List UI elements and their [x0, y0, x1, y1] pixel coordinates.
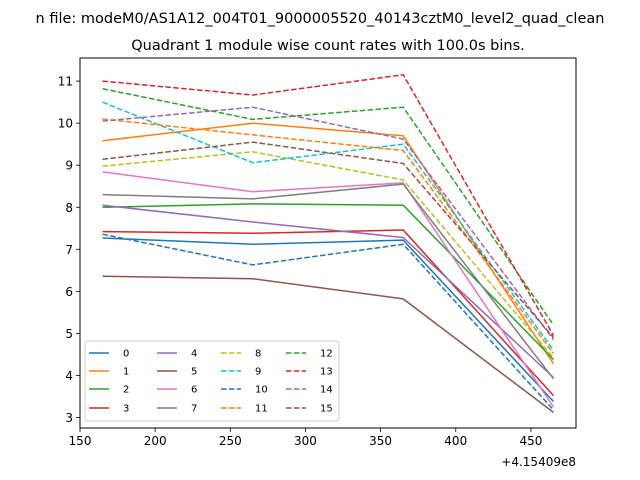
legend-label: 8	[255, 349, 261, 360]
y-tick-label: 3	[65, 411, 73, 425]
series-line-6	[102, 171, 555, 408]
y-tick-label: 4	[65, 369, 73, 383]
legend-label: 14	[320, 385, 333, 396]
legend-box	[84, 340, 340, 422]
x-tick-label: 250	[219, 434, 242, 448]
series-line-13	[102, 74, 555, 336]
legend-label: 11	[255, 404, 268, 415]
series-line-4	[102, 204, 555, 379]
plot-frame	[79, 57, 577, 429]
legend-label: 9	[255, 367, 261, 378]
series-line-5	[102, 275, 554, 413]
y-tick-label: 9	[65, 159, 73, 173]
legend-label: 4	[191, 349, 197, 360]
legend-label: 1	[123, 367, 129, 378]
x-tick-label: 400	[444, 434, 467, 448]
legend-label: 12	[320, 349, 333, 360]
x-offset-label: +4.15409e8	[501, 455, 576, 469]
chart-title: Quadrant 1 module wise count rates with …	[131, 38, 525, 54]
y-tick-label: 5	[65, 327, 73, 341]
legend-label: 15	[320, 404, 333, 415]
legend-label: 5	[191, 367, 197, 378]
series-line-14	[102, 106, 555, 341]
series-line-3	[102, 229, 555, 397]
series-line-9	[102, 101, 555, 351]
x-tick-label: 200	[144, 434, 167, 448]
series-line-7	[102, 183, 555, 380]
y-tick-label: 6	[65, 285, 73, 299]
y-tick-label: 10	[58, 117, 73, 131]
legend-label: 2	[123, 385, 129, 396]
legend-label: 7	[191, 404, 197, 415]
figure-suptitle: n file: modeM0/AS1A12_004T01_9000005520_…	[36, 11, 605, 27]
x-tick-label: 450	[519, 434, 542, 448]
x-tick-label: 300	[294, 434, 317, 448]
series-line-0	[102, 237, 555, 403]
y-tick-label: 8	[65, 201, 73, 215]
y-tick-label: 11	[58, 75, 73, 89]
series-line-11	[102, 118, 555, 355]
y-tick-label: 7	[65, 243, 73, 257]
series-line-8	[102, 151, 555, 359]
legend-label: 10	[255, 385, 268, 396]
legend-label: 6	[191, 385, 197, 396]
legend-label: 3	[123, 404, 129, 415]
series-line-10	[102, 233, 555, 411]
legend-label: 0	[123, 349, 129, 360]
series-line-15	[102, 141, 555, 339]
series-layer	[102, 74, 555, 413]
series-line-12	[102, 87, 555, 326]
x-tick-label: 350	[369, 434, 392, 448]
legend-label: 13	[320, 367, 333, 378]
x-tick-label: 150	[69, 434, 92, 448]
